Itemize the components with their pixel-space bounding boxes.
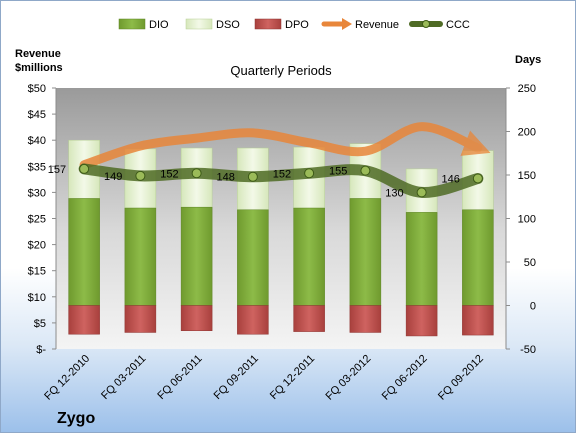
- dpo-bar: [237, 305, 269, 335]
- dio-bar: [237, 209, 269, 306]
- left-axis-label-line1: Revenue: [15, 48, 61, 60]
- x-tick-label: FQ 06-2012: [380, 353, 430, 403]
- bars-layer: [68, 139, 494, 337]
- x-tick-label: FQ 09-2012: [436, 353, 486, 403]
- ccc-marker: [304, 168, 315, 179]
- legend-ccc-marker: [422, 20, 430, 28]
- left-axis-ticks: $- $5 $10 $15 $20 $25 $30 $35 $40 $45 $50: [28, 83, 56, 356]
- ccc-marker: [416, 187, 427, 198]
- right-tick-label: 50: [524, 257, 536, 269]
- ccc-marker: [191, 168, 202, 179]
- dio-bar: [180, 206, 213, 306]
- legend-label-revenue: Revenue: [355, 19, 399, 31]
- chart-title: Quarterly Periods: [230, 63, 332, 78]
- dio-bar: [68, 198, 100, 306]
- ccc-layer: 157 149 152 148 152 155 130 146: [48, 163, 484, 199]
- x-axis-labels: FQ 12-2010 FQ 03-2011 FQ 06-2011 FQ 09-2011…: [42, 353, 486, 403]
- ccc-marker: [472, 173, 483, 184]
- dio-bar: [462, 209, 494, 306]
- revenue-layer: [79, 122, 491, 170]
- x-tick-label: FQ 06-2011: [155, 353, 204, 402]
- right-tick-label: 0: [530, 301, 536, 313]
- ccc-data-label: 157: [48, 164, 66, 176]
- right-axis-label: Days: [515, 54, 541, 66]
- legend-revenue-arrowhead: [342, 18, 352, 30]
- legend-label-ccc: CCC: [446, 19, 470, 31]
- left-tick-label: $40: [28, 135, 46, 147]
- dpo-bar: [349, 305, 382, 333]
- legend-swatch-dpo: [254, 18, 282, 30]
- ccc-marker: [135, 170, 146, 181]
- dpo-bar: [180, 305, 213, 331]
- left-tick-label: $50: [28, 83, 46, 95]
- right-tick-label: 250: [518, 83, 536, 95]
- dpo-bar: [405, 305, 438, 337]
- x-tick-label: FQ 03-2011: [99, 353, 148, 402]
- left-tick-label: $25: [28, 214, 46, 226]
- dio-bar: [349, 198, 382, 306]
- right-axis-ticks: -50 0 50 100 150 200 250: [506, 83, 536, 356]
- ccc-data-label: 149: [104, 171, 122, 183]
- revenue-line: [79, 122, 491, 170]
- legend-label-dso: DSO: [216, 19, 240, 31]
- legend-swatch-dso: [185, 18, 213, 30]
- ccc-data-label: 148: [217, 172, 235, 184]
- ccc-marker: [79, 163, 90, 174]
- ccc-marker: [247, 171, 258, 182]
- left-tick-label: $15: [28, 266, 46, 278]
- legend: DIO DSO DPO Revenue CCC: [118, 18, 470, 31]
- ccc-data-label: 155: [329, 166, 347, 178]
- x-tick-label: FQ 03-2012: [324, 353, 374, 403]
- dpo-bar: [293, 305, 325, 332]
- right-tick-label: 150: [518, 170, 536, 182]
- dpo-bar: [124, 305, 157, 333]
- dio-bar: [405, 212, 438, 306]
- dpo-bar: [462, 305, 494, 336]
- x-tick-label: FQ 12-2010: [42, 353, 92, 403]
- x-tick-label: FQ 09-2011: [212, 353, 261, 402]
- dio-bar: [293, 207, 325, 306]
- right-tick-label: -50: [520, 344, 536, 356]
- left-tick-label: $35: [28, 161, 46, 173]
- left-axis-label-line2: $millions: [15, 62, 63, 74]
- left-tick-label: $20: [28, 240, 46, 252]
- left-tick-label: $30: [28, 187, 46, 199]
- ccc-data-label: 152: [273, 168, 291, 180]
- left-tick-label: $-: [36, 344, 46, 356]
- legend-label-dio: DIO: [149, 19, 169, 31]
- ccc-marker: [360, 165, 371, 176]
- ccc-data-label: 130: [385, 187, 403, 199]
- company-name: Zygo: [57, 410, 95, 427]
- left-tick-label: $10: [28, 292, 46, 304]
- ccc-data-label: 152: [160, 168, 178, 180]
- dpo-bar: [68, 305, 100, 335]
- right-tick-label: 100: [518, 214, 536, 226]
- ccc-data-label: 146: [442, 173, 460, 185]
- legend-label-dpo: DPO: [285, 19, 309, 31]
- dio-bar: [124, 207, 157, 306]
- x-tick-label: FQ 12-2011: [268, 353, 317, 402]
- legend-swatch-dio: [118, 18, 146, 30]
- right-tick-label: 200: [518, 127, 536, 139]
- left-tick-label: $5: [34, 318, 46, 330]
- left-tick-label: $45: [28, 109, 46, 121]
